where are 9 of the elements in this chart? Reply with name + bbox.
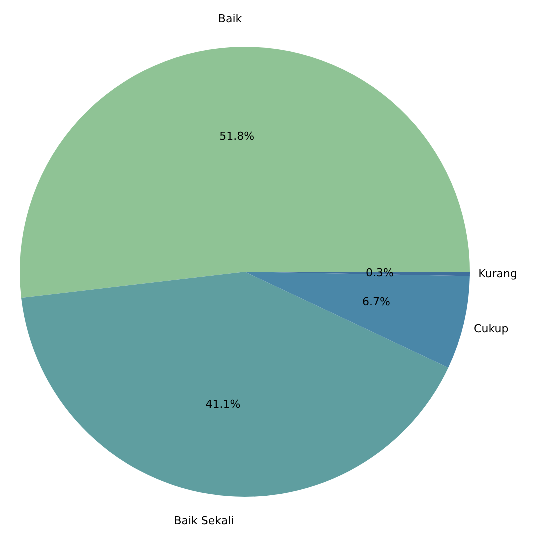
data-label: 51.8% — [220, 130, 255, 144]
slice-label: Baik — [218, 12, 243, 26]
data-label: 6.7% — [362, 296, 390, 309]
data-label: 41.1% — [206, 398, 241, 412]
slice-label: Baik Sekali — [174, 514, 234, 528]
slice-label: Kurang — [478, 267, 518, 280]
slice-label: Cukup — [474, 322, 509, 336]
data-label: 0.3% — [366, 266, 394, 280]
pie-slice — [20, 47, 470, 298]
